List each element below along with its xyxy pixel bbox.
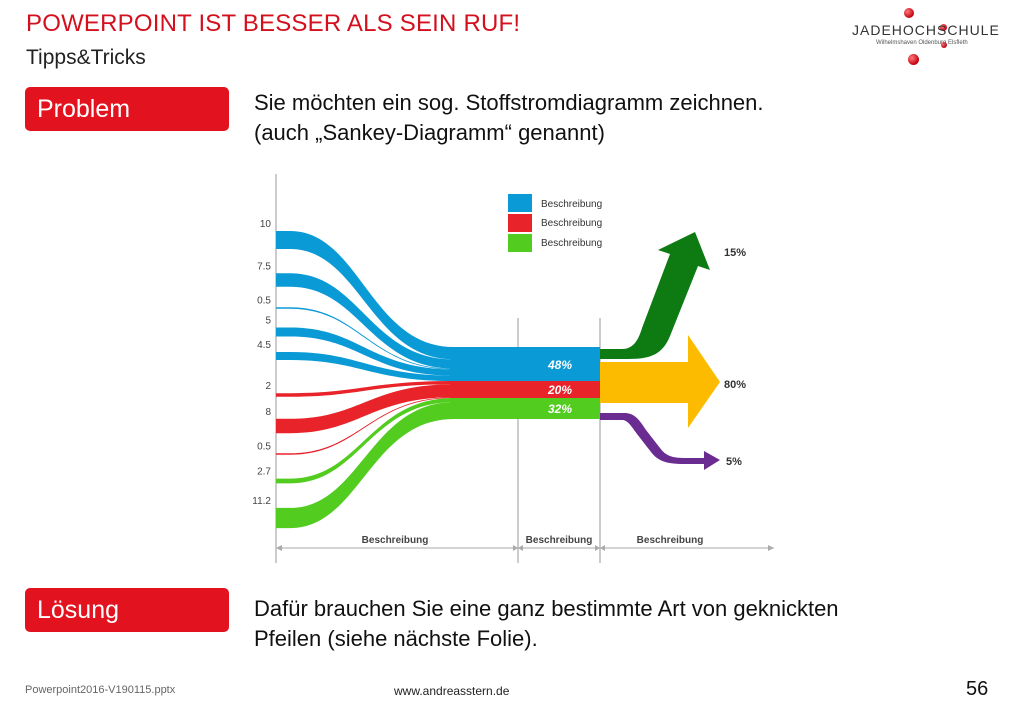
input-value-label: 2 bbox=[265, 381, 271, 392]
input-flow-green bbox=[276, 402, 454, 529]
solution-text-line-2: Pfeilen (siehe nächste Folie). bbox=[254, 626, 538, 651]
output-arrow-green bbox=[600, 232, 710, 359]
problem-text-line-1: Sie möchten ein sog. Stoffstromdiagramm … bbox=[254, 90, 764, 115]
footer-filename: Powerpoint2016-V190115.pptx bbox=[25, 684, 176, 696]
legend-swatch-blue bbox=[508, 194, 532, 212]
output-arrow-yellow bbox=[600, 335, 720, 428]
legend: Beschreibung Beschreibung Beschreibung bbox=[508, 194, 602, 252]
legend-label: Beschreibung bbox=[541, 218, 602, 229]
problem-text: Sie möchten ein sog. Stoffstromdiagramm … bbox=[254, 88, 954, 148]
input-value-label: 2.7 bbox=[257, 467, 271, 478]
input-value-label: 11.2 bbox=[252, 496, 271, 507]
slide-subtitle: Tipps&Tricks bbox=[26, 46, 146, 69]
axis-label: Beschreibung bbox=[526, 535, 593, 546]
output-label-yellow: 80% bbox=[724, 379, 746, 391]
solution-text-line-1: Dafür brauchen Sie eine ganz bestimmte A… bbox=[254, 596, 839, 621]
logo-dot-icon bbox=[904, 8, 914, 18]
middle-label-red: 20% bbox=[547, 383, 572, 397]
axis-label: Beschreibung bbox=[637, 535, 704, 546]
input-value-label: 7.5 bbox=[257, 261, 271, 272]
logo-dot-icon bbox=[908, 54, 919, 65]
input-value-label: 8 bbox=[265, 407, 271, 418]
input-flow-blue bbox=[276, 231, 454, 360]
output-label-green: 15% bbox=[724, 247, 746, 259]
axis-label: Beschreibung bbox=[362, 535, 429, 546]
input-value-label: 10 bbox=[260, 219, 272, 230]
input-flow-blue bbox=[276, 327, 454, 376]
sankey-diagram: 10 7.5 0.5 5 4.5 2 8 0.5 2.7 11.2 48% 20% 32% 15%… bbox=[252, 174, 774, 563]
output-arrows: 15% 80% 5% bbox=[600, 232, 746, 470]
jade-hochschule-logo: JADEHOCHSCHULE Wilhelmshaven Oldenburg E… bbox=[846, 6, 999, 72]
logo-subtext: Wilhelmshaven Oldenburg Elsfleth bbox=[876, 40, 968, 46]
logo-dot-icon bbox=[940, 24, 947, 31]
legend-label: Beschreibung bbox=[541, 199, 602, 210]
page-number: 56 bbox=[966, 678, 989, 700]
logo-text: JADEHOCHSCHULE bbox=[852, 22, 1000, 38]
slide-title: POWERPOINT IST BESSER ALS SEIN RUF! bbox=[26, 10, 521, 37]
output-arrow-purple bbox=[600, 413, 720, 470]
input-flows: 10 7.5 0.5 5 4.5 2 8 0.5 2.7 11.2 bbox=[252, 219, 454, 529]
bottom-axis: Beschreibung Beschreibung Beschreibung bbox=[276, 535, 774, 551]
middle-bar-red bbox=[450, 381, 600, 398]
middle-label-green: 32% bbox=[548, 402, 572, 416]
legend-label: Beschreibung bbox=[541, 238, 602, 249]
footer-url: www.andreasstern.de bbox=[394, 684, 510, 698]
middle-label-blue: 48% bbox=[547, 358, 572, 372]
problem-label: Problem bbox=[25, 87, 229, 131]
middle-bar-blue bbox=[450, 347, 600, 381]
solution-text: Dafür brauchen Sie eine ganz bestimmte A… bbox=[254, 594, 974, 654]
input-value-label: 5 bbox=[265, 316, 271, 327]
logo-dot-icon bbox=[941, 42, 947, 48]
legend-swatch-red bbox=[508, 214, 532, 232]
output-label-purple: 5% bbox=[726, 456, 742, 468]
solution-label: Lösung bbox=[25, 588, 229, 632]
input-value-label: 0.5 bbox=[257, 441, 271, 452]
input-flow-blue bbox=[276, 273, 454, 369]
input-flow-red bbox=[276, 381, 454, 397]
input-value-label: 0.5 bbox=[257, 295, 271, 306]
input-value-label: 4.5 bbox=[257, 340, 271, 351]
legend-swatch-green bbox=[508, 234, 532, 252]
input-flow-green bbox=[276, 398, 454, 484]
input-flow-blue bbox=[276, 351, 454, 382]
middle-bars: 48% 20% 32% bbox=[450, 347, 600, 419]
problem-text-line-2: (auch „Sankey-Diagramm“ genannt) bbox=[254, 120, 605, 145]
input-flow-red bbox=[276, 384, 454, 434]
middle-bar-green bbox=[450, 398, 600, 419]
